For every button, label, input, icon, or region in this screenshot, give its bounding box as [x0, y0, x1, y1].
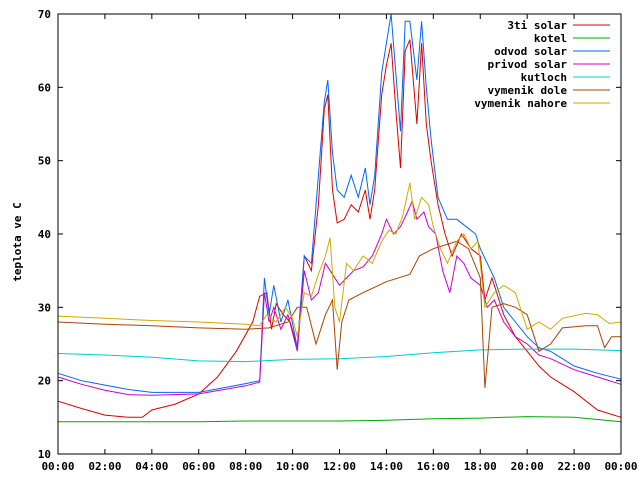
y-tick-label: 70 — [38, 8, 51, 21]
x-tick-label: 12:00 — [323, 460, 356, 473]
x-tick-label: 22:00 — [558, 460, 591, 473]
y-axis-label: teplota ve C — [11, 202, 24, 281]
y-tick-label: 50 — [38, 155, 51, 168]
y-tick-label: 30 — [38, 301, 51, 314]
series-line-3ti-solar — [57, 39, 622, 418]
series-line-privod-solar — [57, 199, 622, 396]
x-tick-label: 20:00 — [511, 460, 544, 473]
series-line-kotel — [58, 416, 622, 423]
x-tick-label: 02:00 — [88, 460, 121, 473]
x-tick-label: 14:00 — [370, 460, 403, 473]
series-line-vymenik-nahore — [57, 182, 622, 337]
y-tick-label: 10 — [38, 448, 51, 461]
legend-label: vymenik dole — [488, 84, 568, 97]
x-tick-label: 16:00 — [417, 460, 450, 473]
legend-label: odvod solar — [494, 45, 567, 58]
series-line-vymenik-dole — [57, 240, 621, 389]
x-tick-label: 04:00 — [135, 460, 168, 473]
legend-label: 3ti solar — [507, 19, 567, 32]
x-tick-label: 00:00 — [41, 460, 74, 473]
series-line-kutloch — [57, 348, 622, 363]
x-tick-label: 10:00 — [276, 460, 309, 473]
x-tick-label: 18:00 — [464, 460, 497, 473]
axis-ticks: 00:00 02:00 04:00 06:00 08:00 10:00 12:00 14:00… — [38, 8, 638, 473]
legend-label: vymenik nahore — [474, 97, 567, 110]
y-tick-label: 60 — [38, 81, 51, 94]
plot-frame — [57, 13, 622, 455]
x-tick-label: 00:00 — [604, 460, 637, 473]
legend-label: kotel — [534, 32, 567, 45]
series-line-odvod-solar — [57, 13, 622, 393]
series-lines — [57, 13, 622, 423]
y-tick-label: 40 — [38, 228, 51, 241]
legend-label: kutloch — [521, 71, 567, 84]
x-tick-label: 08:00 — [229, 460, 262, 473]
y-axis-label-group: teplota ve C — [11, 202, 24, 281]
x-tick-label: 06:00 — [182, 460, 215, 473]
y-tick-label: 20 — [38, 375, 51, 388]
legend-label: privod solar — [488, 58, 568, 71]
